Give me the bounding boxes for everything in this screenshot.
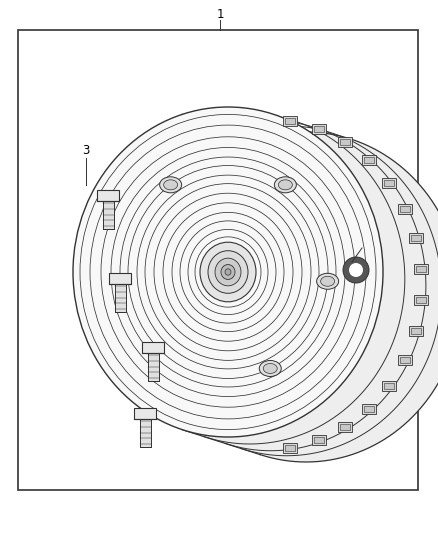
Bar bbox=[414, 264, 428, 274]
Text: 1: 1 bbox=[216, 7, 224, 20]
Bar bbox=[409, 326, 423, 336]
Bar bbox=[340, 139, 350, 145]
Bar bbox=[384, 180, 394, 186]
Ellipse shape bbox=[215, 258, 241, 286]
Ellipse shape bbox=[208, 251, 248, 293]
Bar bbox=[314, 126, 324, 132]
Bar bbox=[340, 424, 350, 430]
Bar bbox=[362, 155, 376, 165]
Ellipse shape bbox=[73, 107, 383, 437]
FancyBboxPatch shape bbox=[142, 342, 164, 352]
Ellipse shape bbox=[279, 180, 292, 190]
FancyBboxPatch shape bbox=[109, 272, 131, 284]
Ellipse shape bbox=[263, 364, 277, 374]
Bar bbox=[283, 116, 297, 126]
Text: 3: 3 bbox=[82, 143, 90, 157]
Bar bbox=[398, 355, 412, 365]
Bar bbox=[285, 445, 295, 450]
Bar bbox=[338, 137, 352, 147]
Bar bbox=[102, 200, 113, 229]
Bar bbox=[414, 295, 428, 305]
Bar bbox=[139, 418, 151, 447]
FancyBboxPatch shape bbox=[134, 408, 156, 418]
Bar bbox=[416, 266, 426, 272]
Bar bbox=[311, 124, 325, 134]
Bar bbox=[382, 381, 396, 391]
FancyBboxPatch shape bbox=[97, 190, 119, 200]
Bar bbox=[311, 435, 325, 445]
Bar bbox=[18, 30, 418, 490]
Bar bbox=[114, 284, 126, 311]
Bar bbox=[398, 204, 412, 214]
Ellipse shape bbox=[225, 269, 231, 275]
Ellipse shape bbox=[274, 177, 297, 193]
Bar bbox=[411, 328, 421, 334]
Bar bbox=[148, 352, 159, 381]
Ellipse shape bbox=[200, 242, 256, 302]
Ellipse shape bbox=[164, 180, 178, 190]
Ellipse shape bbox=[349, 263, 363, 277]
Ellipse shape bbox=[159, 177, 182, 193]
Ellipse shape bbox=[343, 257, 369, 283]
Ellipse shape bbox=[259, 360, 281, 376]
Bar bbox=[411, 235, 421, 241]
Bar bbox=[362, 403, 376, 414]
Bar bbox=[364, 157, 374, 163]
Bar bbox=[314, 437, 324, 443]
Bar bbox=[400, 206, 410, 212]
Bar bbox=[285, 118, 295, 124]
Bar bbox=[409, 233, 423, 243]
Ellipse shape bbox=[321, 276, 335, 286]
Bar bbox=[364, 406, 374, 411]
Ellipse shape bbox=[221, 264, 235, 279]
Text: 2: 2 bbox=[366, 231, 374, 245]
Bar bbox=[283, 442, 297, 453]
Bar bbox=[400, 357, 410, 363]
Ellipse shape bbox=[317, 273, 339, 289]
Polygon shape bbox=[182, 107, 438, 462]
Bar bbox=[384, 383, 394, 389]
Bar bbox=[416, 297, 426, 303]
Bar bbox=[382, 178, 396, 188]
Bar bbox=[338, 422, 352, 432]
